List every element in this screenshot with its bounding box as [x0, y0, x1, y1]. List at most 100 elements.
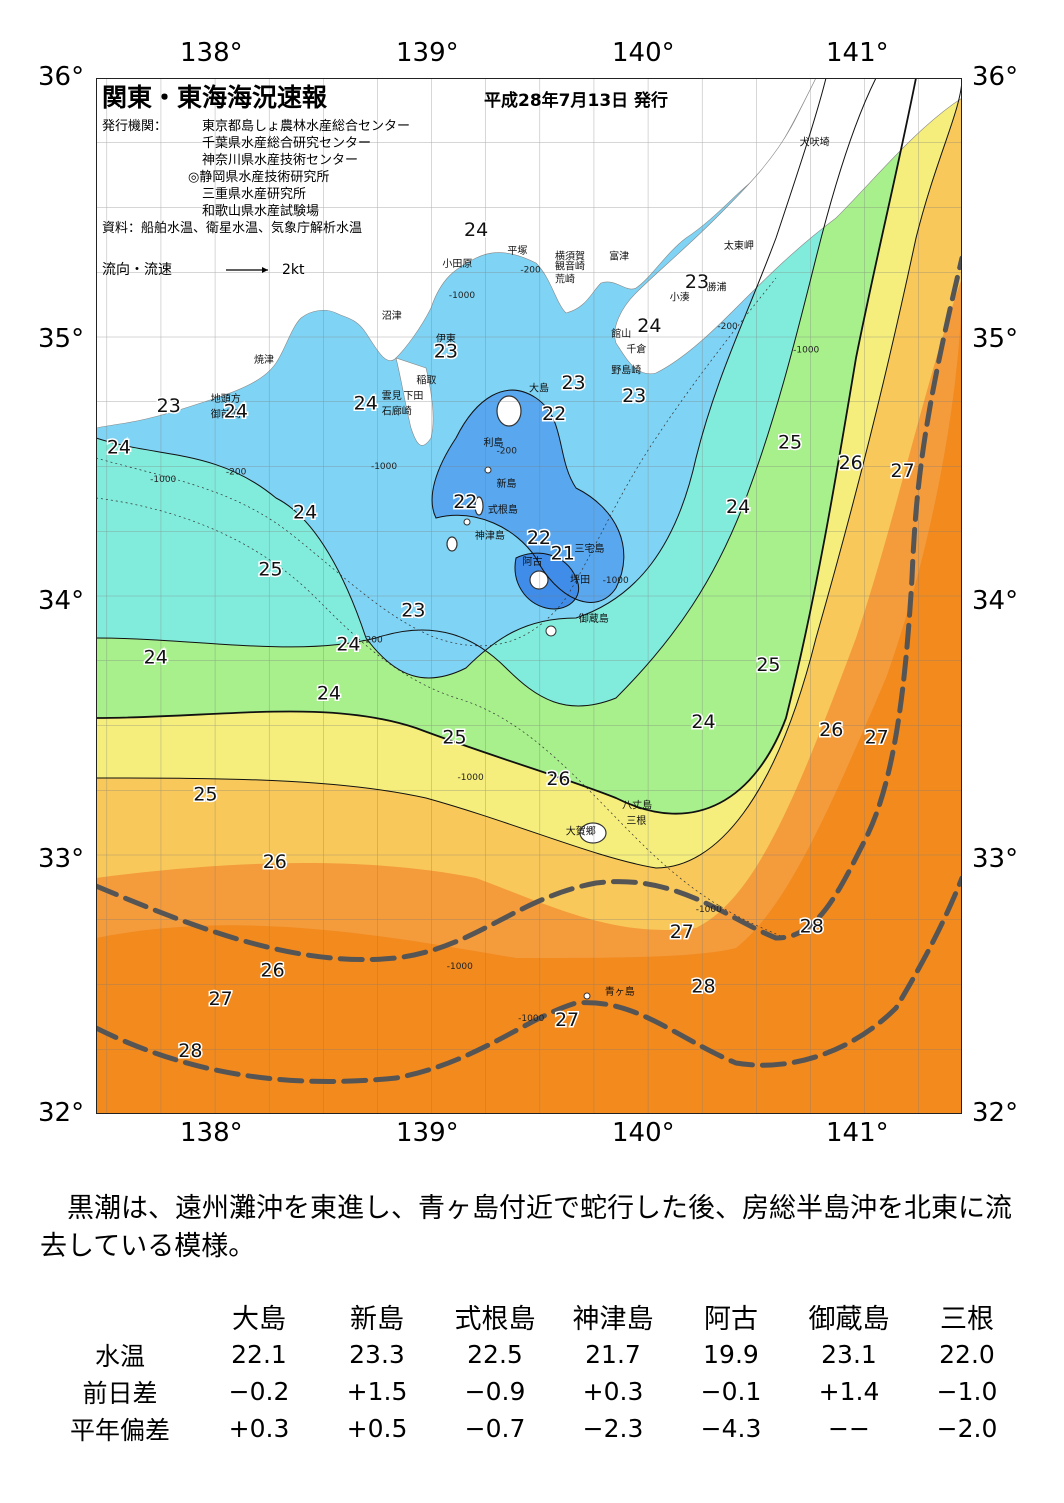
- place-label: 御蔵島: [579, 612, 609, 625]
- issuer-6: 和歌山県水産試験場: [202, 203, 319, 219]
- island-hachijojima: [579, 822, 607, 844]
- place-label: 石廊崎: [382, 405, 412, 418]
- isotherm-label: 25: [258, 558, 282, 580]
- isotherm-label: 24: [317, 683, 341, 705]
- place-label: 三宅島: [574, 542, 604, 555]
- row-header: 前日差: [82, 1378, 158, 1408]
- table-cell: −2.3: [582, 1414, 644, 1443]
- table-cell: +0.5: [346, 1414, 408, 1443]
- isotherm-label-halo: 22: [527, 527, 551, 549]
- place-label: 館山: [611, 327, 631, 340]
- depth-label: -1000: [603, 576, 629, 586]
- place-label: 観音崎: [555, 260, 585, 273]
- lon-label-bottom-140: 140°: [612, 1118, 675, 1148]
- isotherm-label: 25: [756, 654, 780, 676]
- table-cell: +0.3: [582, 1377, 644, 1406]
- isotherm-label-halo: 27: [209, 988, 233, 1010]
- column-header: 御蔵島: [808, 1303, 890, 1335]
- lat-label-right-32: 32°: [972, 1098, 1019, 1128]
- depth-label: -200: [497, 447, 518, 457]
- table-cell: 22.5: [467, 1340, 523, 1369]
- isotherm-21: [514, 552, 580, 610]
- flow-legend-label: 流向・流速: [102, 262, 172, 278]
- isotherm-label-halo: 28: [691, 975, 715, 997]
- isotherm-label: 23: [561, 372, 585, 394]
- place-label: 太東岬: [724, 239, 754, 252]
- depth-label: -200: [226, 467, 247, 477]
- isotherm-label: 27: [865, 727, 889, 749]
- kuroshio-summary: 黒潮は、遠州灘沖を東進し、青ヶ島付近で蛇行した後、房総半島沖を北東に流去している…: [40, 1193, 1012, 1262]
- depth-label: -1000: [518, 1014, 544, 1024]
- isotherm-label: 22: [527, 527, 551, 549]
- table-cell: +0.3: [228, 1414, 290, 1443]
- place-label: 荒崎: [555, 273, 575, 286]
- isotherm-label-halo: 24: [464, 219, 488, 241]
- column-header: 新島: [350, 1303, 404, 1335]
- isotherm-23: [96, 78, 827, 679]
- map-title: 関東・東海海況速報: [102, 83, 328, 112]
- table-cell: 22.1: [231, 1340, 287, 1369]
- isotherm-label-halo: 22: [453, 491, 477, 513]
- isotherm-label: 26: [839, 452, 863, 474]
- isotherm-label: 23: [685, 271, 709, 293]
- depth-label: -1000: [371, 462, 397, 472]
- isotherm-label-halo: 25: [756, 654, 780, 676]
- isotherm-label: 26: [261, 960, 285, 982]
- issuer-3: 神奈川県水産技術センター: [202, 152, 358, 168]
- lat-label-left-33: 33°: [38, 844, 85, 874]
- flow-scale-arrowhead: [262, 267, 268, 273]
- kuroshio-axis-north: [96, 255, 962, 963]
- isotherm-22: [431, 389, 625, 603]
- isotherm-label-halo: 23: [434, 341, 458, 363]
- isotherm-lines: [96, 78, 962, 869]
- isotherm-label: 28: [691, 975, 715, 997]
- table-cell: −4.3: [700, 1414, 762, 1443]
- isotherm-label: 24: [144, 646, 168, 668]
- kuroshio-axis: [96, 255, 962, 1084]
- lat-label-right-36: 36°: [972, 62, 1019, 92]
- lat-label-right-35: 35°: [972, 324, 1019, 354]
- land-honshu: [96, 78, 817, 429]
- island-shikinejima: [463, 518, 471, 526]
- isotherm-24: [96, 78, 877, 707]
- isotherm-label: 27: [209, 988, 233, 1010]
- column-header: 神津島: [572, 1303, 654, 1335]
- isotherm-label-halo: 27: [865, 727, 889, 749]
- isotherm-label-halo: 24: [691, 711, 715, 733]
- table-row: 水温 22.1 23.3 22.5 21.7 19.9 23.1 22.0: [40, 1336, 1026, 1373]
- table-cell: −0.1: [700, 1377, 762, 1406]
- isotherm-label: 26: [546, 768, 570, 790]
- place-label: 伊東: [436, 332, 456, 345]
- isotherm-label: 24: [107, 437, 131, 459]
- isotherm-label: 22: [542, 403, 566, 425]
- isotherm-label-halo: 24: [144, 646, 168, 668]
- isotherm-label-halo: 23: [685, 271, 709, 293]
- kuroshio-axis-south: [96, 875, 962, 1084]
- isotherm-label: 24: [691, 711, 715, 733]
- column-header: 三根: [940, 1303, 994, 1335]
- depth-label: -200: [362, 636, 383, 646]
- table-cell: −0.7: [464, 1414, 526, 1443]
- column-header: 式根島: [454, 1303, 536, 1335]
- table-row: 前日差 −0.2 +1.5 −0.9 +0.3 −0.1 +1.4 −1.0: [40, 1373, 1026, 1410]
- map-issue-date: 平成28年7月13日 発行: [484, 90, 668, 111]
- depth-labels: -1000 -200 -200 -1000 -200 -1000 -1000 -200 -100…: [150, 265, 819, 1024]
- isotherm-label-halo: 26: [819, 719, 843, 741]
- isotherm-label-halo: 26: [546, 768, 570, 790]
- depth-label: -200: [520, 265, 541, 275]
- lat-lon-grid: [96, 78, 962, 1114]
- isotherm-label: 28: [800, 916, 824, 938]
- place-label: 神津島: [475, 529, 505, 542]
- isotherm-label: 24: [336, 633, 360, 655]
- lon-label-top-140: 140°: [612, 38, 675, 68]
- place-label: 青ヶ島: [605, 985, 635, 998]
- depth-label: -1000: [449, 291, 475, 301]
- flow-scale-value: 2kt: [282, 262, 305, 278]
- isotherm-label: 23: [157, 395, 181, 417]
- depth-label: -1000: [696, 905, 722, 915]
- isotherm-label-halo: 24: [224, 400, 248, 422]
- isotherm-label: 26: [819, 719, 843, 741]
- isotherm-26: [96, 78, 962, 869]
